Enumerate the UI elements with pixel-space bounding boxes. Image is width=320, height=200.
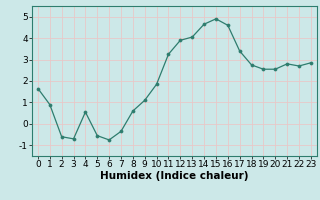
X-axis label: Humidex (Indice chaleur): Humidex (Indice chaleur)	[100, 171, 249, 181]
